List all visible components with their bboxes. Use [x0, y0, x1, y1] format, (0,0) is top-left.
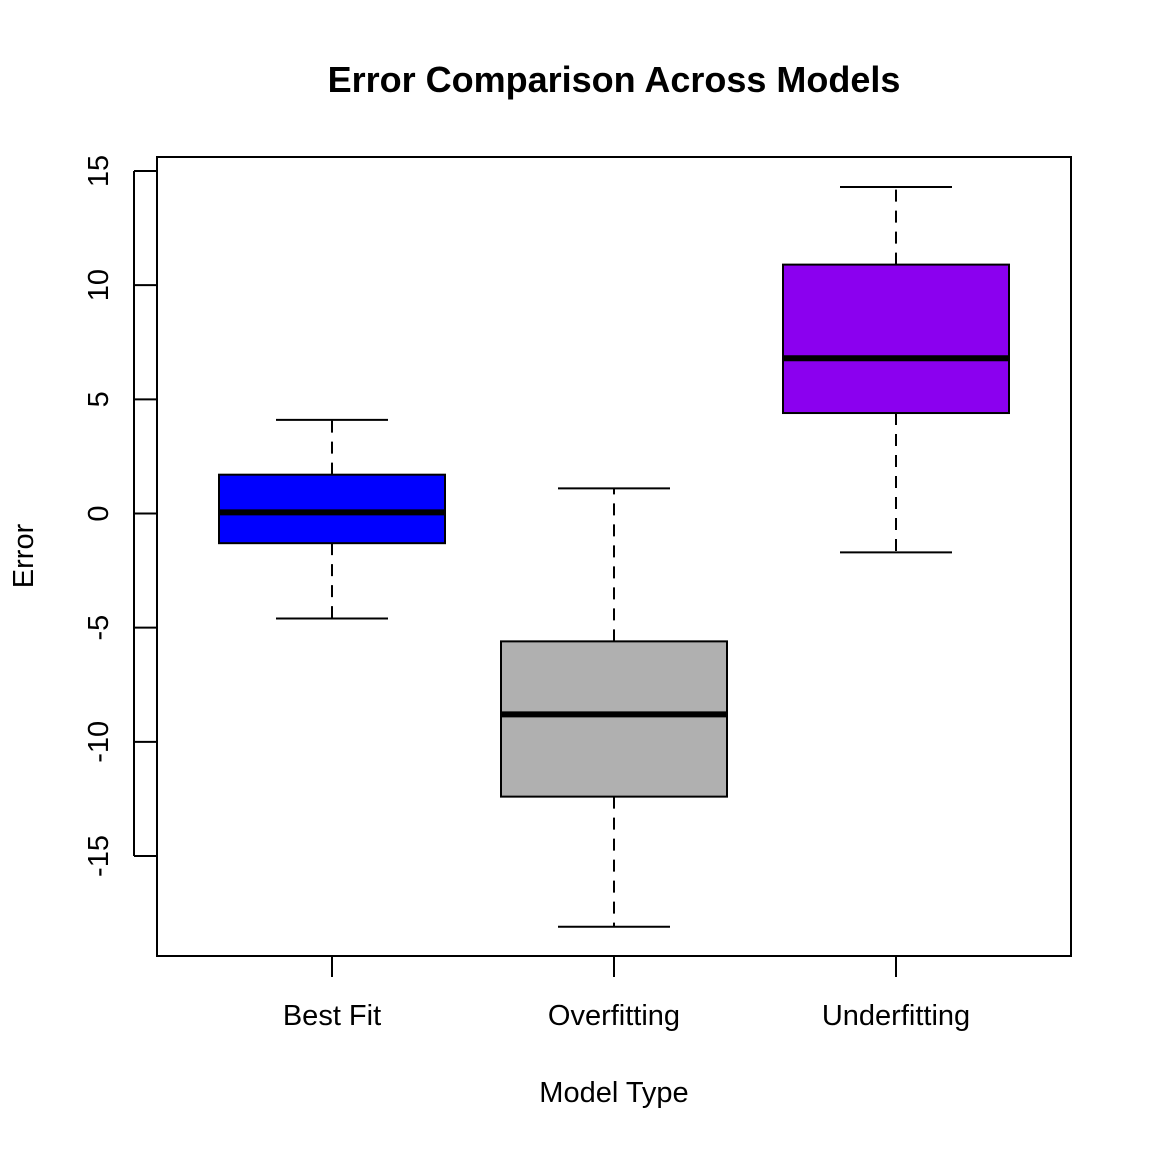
chart-title: Error Comparison Across Models — [328, 59, 901, 100]
y-tick-label: 0 — [83, 505, 115, 521]
y-tick-label: 10 — [83, 269, 115, 301]
y-tick-label: 5 — [83, 391, 115, 407]
x-tick-label: Overfitting — [548, 1000, 680, 1032]
x-tick-label: Best Fit — [283, 1000, 381, 1032]
box-iqr — [782, 263, 1010, 415]
y-tick-label: -5 — [83, 615, 115, 641]
box-2 — [782, 185, 1010, 554]
y-axis: -15 -10 -5 0 5 10 15 — [83, 155, 157, 877]
box-iqr — [218, 473, 446, 545]
y-tick-label: -10 — [83, 721, 115, 763]
boxes-group — [218, 185, 1010, 928]
box-0 — [218, 418, 446, 620]
y-axis-label: Error — [8, 523, 40, 588]
y-tick-label: -15 — [83, 835, 115, 877]
x-axis-label: Model Type — [539, 1077, 688, 1109]
box-iqr — [500, 640, 728, 798]
box-1 — [500, 487, 728, 928]
x-axis: Best Fit Overfitting Underfitting — [283, 955, 970, 1032]
x-tick-label: Underfitting — [822, 1000, 970, 1032]
y-tick-label: 15 — [83, 155, 115, 187]
